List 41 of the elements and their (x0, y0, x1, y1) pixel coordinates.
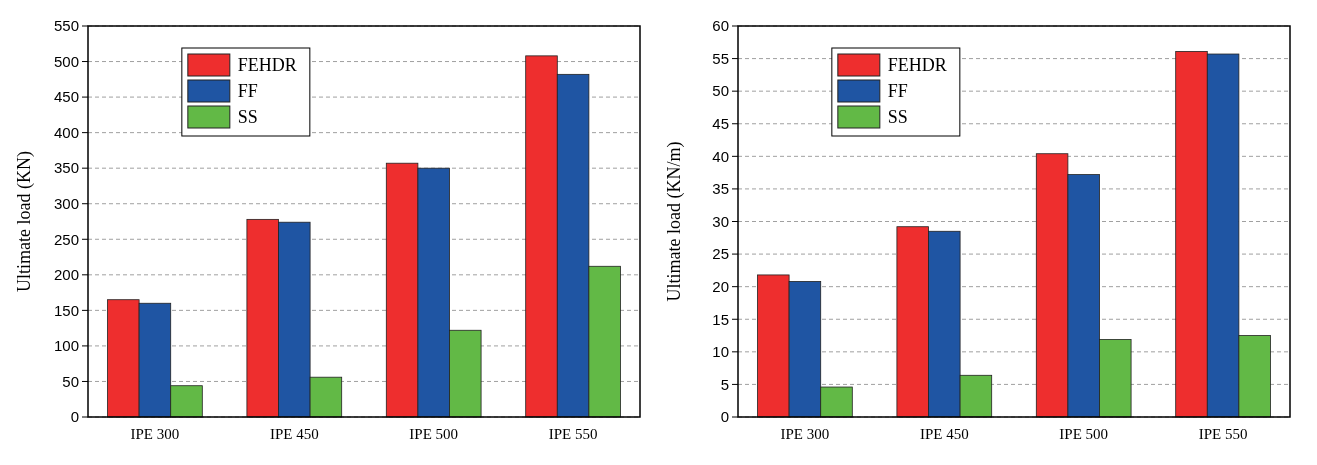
y-tick-label: 400 (53, 123, 79, 141)
legend-label: FF (887, 81, 908, 102)
x-tick-label: IPE 450 (269, 426, 319, 442)
x-tick-label: IPE 500 (409, 426, 459, 442)
y-tick-label: 45 (712, 115, 729, 132)
y-axis-title: Ultimate load (KN/m) (664, 141, 685, 302)
y-tick-label: 450 (53, 88, 79, 106)
y-tick-label: 500 (53, 52, 79, 70)
x-tick-label: IPE 450 (919, 426, 969, 442)
x-tick-label: IPE 550 (1198, 426, 1248, 442)
y-tick-label: 25 (712, 245, 729, 263)
y-tick-label: 40 (712, 147, 729, 165)
y-tick-label: 0 (720, 408, 729, 426)
y-axis-title: Ultimate load (KN) (14, 151, 35, 292)
y-tick-label: 60 (712, 17, 729, 35)
y-tick-label: 350 (53, 159, 79, 177)
legend-label: FEHDR (887, 55, 947, 76)
y-tick-label: 300 (53, 194, 79, 212)
y-tick-label: 10 (712, 343, 729, 361)
x-tick-label: IPE 300 (130, 426, 180, 442)
y-tick-label: 20 (712, 277, 729, 295)
y-tick-label: 150 (53, 301, 79, 319)
y-tick-label: 550 (53, 17, 79, 35)
y-tick-label: 35 (712, 180, 729, 198)
y-tick-label: 0 (70, 408, 79, 426)
x-tick-label: IPE 550 (548, 426, 598, 442)
y-tick-label: 50 (62, 372, 79, 390)
legend-label: FF (237, 81, 258, 102)
y-tick-label: 50 (712, 82, 729, 100)
y-tick-label: 100 (53, 337, 79, 355)
x-tick-label: IPE 500 (1059, 426, 1109, 442)
y-tick-label: 250 (53, 230, 79, 248)
legend-label: SS (237, 107, 258, 128)
y-tick-label: 55 (712, 49, 729, 67)
y-tick-label: 30 (712, 212, 729, 230)
y-tick-label: 200 (53, 266, 79, 284)
legend-label: FEHDR (237, 55, 297, 76)
y-tick-label: 15 (712, 310, 729, 328)
y-tick-label: 5 (720, 375, 729, 393)
x-tick-label: IPE 300 (780, 426, 830, 442)
legend-label: SS (887, 107, 908, 128)
